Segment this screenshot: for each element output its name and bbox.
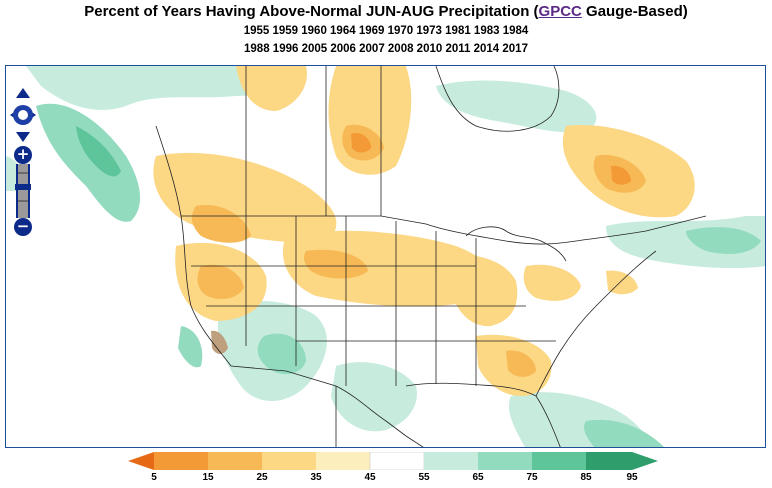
- gpcc-link[interactable]: GPCC: [538, 3, 582, 20]
- precip-map: [6, 66, 765, 447]
- legend-bin-95: [586, 452, 632, 470]
- legend-label-95: 95: [626, 472, 638, 483]
- zoom-notch: [18, 172, 28, 174]
- region-caribbean: [584, 419, 664, 447]
- wet-regions: [6, 66, 765, 447]
- region-ohio: [523, 264, 581, 301]
- boundary-pacific-coast: [155, 125, 232, 367]
- boundary-mexico-interior: [335, 386, 424, 447]
- region-southeast-core: [506, 350, 536, 377]
- legend-label-55: 55: [418, 472, 430, 483]
- region-southwest-core: [257, 333, 306, 375]
- color-legend: 5 15 25 35 45 55 65 75 85 95: [128, 452, 658, 484]
- region-canada-east: [436, 80, 597, 133]
- boundary-gulf-coast: [405, 382, 561, 447]
- zoom-notch: [18, 200, 28, 202]
- region-east-atlantic: [686, 227, 761, 254]
- zoom-slider-thumb[interactable]: [15, 184, 31, 190]
- years-line-1: 1955 1959 1960 1964 1969 1970 1973 1981 …: [243, 25, 529, 37]
- legend-bin-25: [208, 452, 262, 470]
- legend-label-15: 15: [202, 472, 214, 483]
- region-hudson-core: [351, 132, 371, 153]
- legend-label-65: 65: [472, 472, 484, 483]
- region-west-us-core: [197, 264, 244, 300]
- map-navigation: + −: [10, 88, 36, 248]
- boundary-great-lakes: [465, 226, 567, 262]
- region-quebec-dark: [611, 165, 631, 185]
- map-viewport[interactable]: [5, 65, 766, 448]
- legend-label-35: 35: [310, 472, 322, 483]
- region-mid-atlantic: [606, 270, 638, 295]
- legend-bin-35: [262, 452, 316, 470]
- legend-bin-75: [478, 452, 532, 470]
- legend-label-75: 75: [526, 472, 538, 483]
- dry-regions: [153, 66, 695, 396]
- legend-bin-45: [316, 452, 370, 470]
- region-plains: [282, 230, 494, 307]
- zoom-out-button[interactable]: −: [14, 218, 32, 236]
- legend-colorbar: [128, 452, 658, 470]
- region-north-top: [26, 66, 306, 110]
- region-northwest-coast: [36, 103, 141, 222]
- legend-label-5: 5: [151, 472, 157, 483]
- region-texas-mexico: [331, 362, 417, 432]
- region-northwest-core: [76, 126, 121, 177]
- boundary-hudson-bay: [435, 66, 560, 132]
- legend-bin-55: [369, 452, 425, 470]
- legend-bin-85: [532, 452, 586, 470]
- legend-bin-65: [424, 452, 478, 470]
- region-north-band: [236, 66, 307, 111]
- pan-control-icon[interactable]: [10, 88, 36, 142]
- legend-label-25: 25: [256, 472, 268, 483]
- boundary-us-canada: [181, 215, 707, 245]
- legend-bin-15: [154, 452, 208, 470]
- zoom-slider[interactable]: [15, 164, 31, 218]
- region-midwest: [446, 254, 518, 327]
- legend-label-85: 85: [580, 472, 592, 483]
- region-rockies-core: [191, 205, 251, 243]
- header: Percent of Years Having Above-Normal JUN…: [0, 2, 772, 58]
- legend-arrow-left: [128, 452, 154, 470]
- region-baja: [178, 326, 203, 368]
- region-california-brown: [211, 330, 228, 354]
- boundary-atlantic-coast: [535, 250, 657, 397]
- boundaries: [155, 66, 707, 447]
- legend-label-45: 45: [364, 472, 376, 483]
- page-title: Percent of Years Having Above-Normal JUN…: [84, 3, 688, 20]
- years-line-2: 1988 1996 2005 2006 2007 2008 2010 2011 …: [244, 43, 528, 55]
- zoom-in-button[interactable]: +: [14, 146, 32, 164]
- legend-arrow-right: [632, 452, 658, 470]
- region-plains-core: [303, 249, 368, 279]
